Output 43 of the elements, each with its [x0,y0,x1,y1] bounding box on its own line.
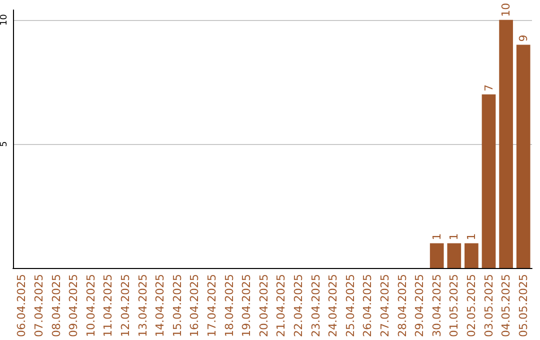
data-label: 7 [482,84,496,92]
bar [430,243,444,268]
x-tick-label: 29.04.2025 [413,274,426,338]
bar [464,243,478,268]
x-tick-label: 20.04.2025 [257,274,270,338]
x-tick-label: 27.04.2025 [378,274,392,338]
x-tick-label: 01.05.2025 [448,274,461,338]
x-tick-label: 14.04.2025 [154,274,167,338]
x-tick-label: 02.05.2025 [464,274,478,338]
bar [499,20,513,268]
x-tick-label: 23.04.2025 [309,274,322,338]
data-label: 1 [430,233,444,240]
x-tick-label: 06.04.2025 [15,274,28,338]
x-tick-label: 09.04.2025 [67,274,80,338]
x-tick-label: 17.04.2025 [205,274,218,338]
x-tick-label: 30.04.2025 [430,274,444,338]
x-tick-label: 05.05.2025 [516,274,530,338]
x-tick-label: 21.04.2025 [274,274,288,338]
x-tick-label: 15.04.2025 [170,274,184,338]
y-tick-label: 5 [0,141,10,147]
bar [447,243,462,268]
x-tick-label: 24.04.2025 [326,274,340,338]
data-label: 1 [448,233,461,240]
x-tick-label: 04.05.2025 [500,274,513,338]
x-tick-label: 12.04.2025 [118,274,132,338]
data-label: 9 [516,34,530,42]
x-tick-label: 19.04.2025 [240,274,254,338]
x-tick-label: 13.04.2025 [136,274,150,338]
data-label: 10 [500,2,513,17]
x-tick-label: 18.04.2025 [222,274,236,338]
x-tick-label: 11.04.2025 [102,274,115,338]
x-tick-label: 03.05.2025 [482,274,496,338]
x-tick-label: 26.04.2025 [361,274,374,338]
x-tick-label: 07.04.2025 [32,274,46,338]
x-tick-label: 08.04.2025 [50,274,63,338]
bar [482,94,496,268]
x-tick-label: 10.04.2025 [84,274,98,338]
data-label: 1 [464,233,478,240]
x-tick-label: 28.04.2025 [396,274,409,338]
x-tick-label: 25.04.2025 [344,274,357,338]
bar [516,44,530,268]
x-tick-label: 16.04.2025 [188,274,202,338]
x-tick-label: 22.04.2025 [292,274,305,338]
